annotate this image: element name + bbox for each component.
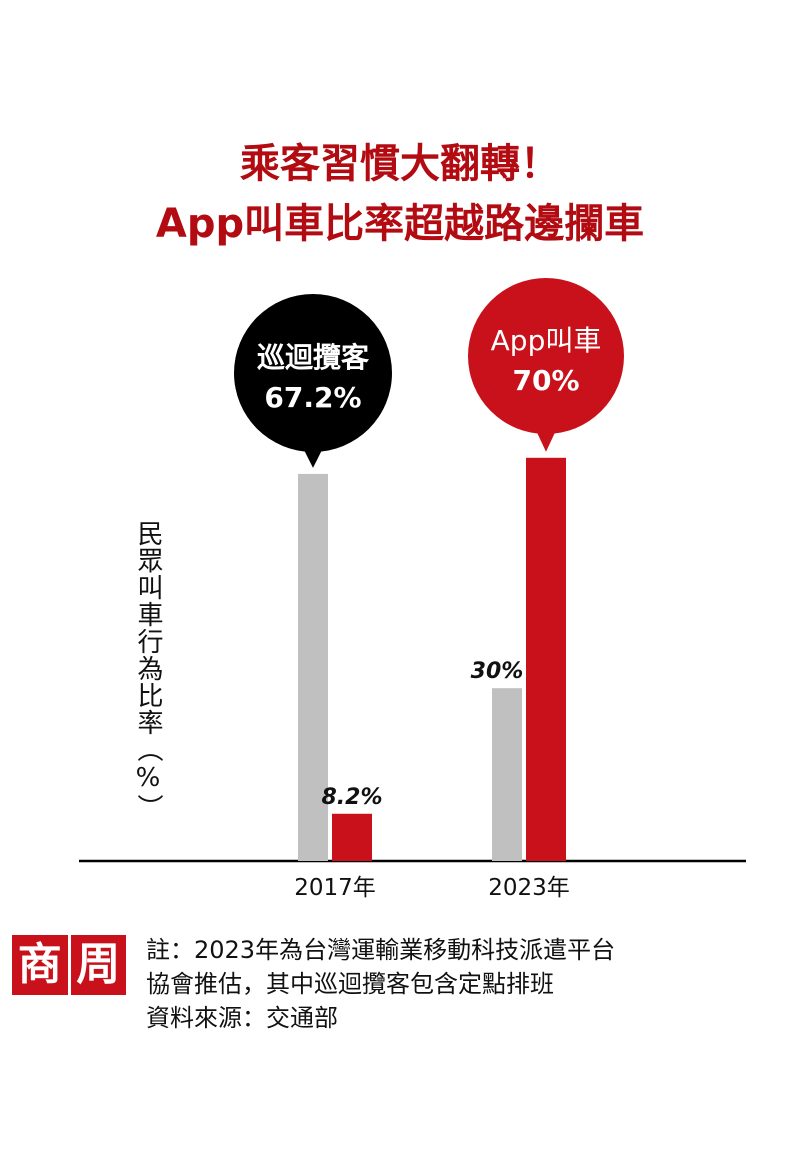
brand-logo: 商 周 [12,935,126,995]
bar-app-0 [332,813,372,861]
callout-circle [234,294,392,452]
callout-pointer [301,444,325,468]
x-tick-label: 2017年 [294,875,376,901]
bar-street-1 [492,688,522,861]
chart-title-line2: App叫車比率超越路邊攔車 [155,201,645,247]
bar-chart: 8.2% 30% 2017年 2023年 巡迴攬客 67.2% App叫車 70% 民眾叫… [79,278,746,901]
callout-value: 70% [512,364,579,397]
note-line-2: 協會推估，其中巡迴攬客包含定點排班 [146,970,554,998]
logo-char-1: 商 [12,935,71,995]
note-line-3: 資料來源：交通部 [146,1004,338,1032]
callout-label: 巡迴攬客 [257,341,370,374]
logo-char-2: 周 [76,939,121,990]
y-axis-label: 民眾叫車行為比率（%） [133,520,163,821]
callout-bubble: 巡迴攬客 67.2% [234,294,392,468]
callout-value: 67.2% [264,381,361,414]
chart-title-line1: 乘客習慣大翻轉！ [240,141,560,187]
callout-pointer [534,426,558,452]
callout-bubble: App叫車 70% [468,278,624,452]
callout-label: App叫車 [491,324,602,357]
footnotes: 註：2023年為台灣運輸業移動科技派遣平台 協會推估，其中巡迴攬客包含定點排班 … [146,933,615,1035]
data-label: 30% [471,659,524,684]
note-line-1: 註：2023年為台灣運輸業移動科技派遣平台 [146,936,616,964]
x-tick-label: 2023年 [488,875,570,901]
bar-street-0 [298,473,328,861]
bar-app-1 [526,457,566,861]
data-label: 8.2% [321,785,382,810]
callout-circle [468,278,624,434]
